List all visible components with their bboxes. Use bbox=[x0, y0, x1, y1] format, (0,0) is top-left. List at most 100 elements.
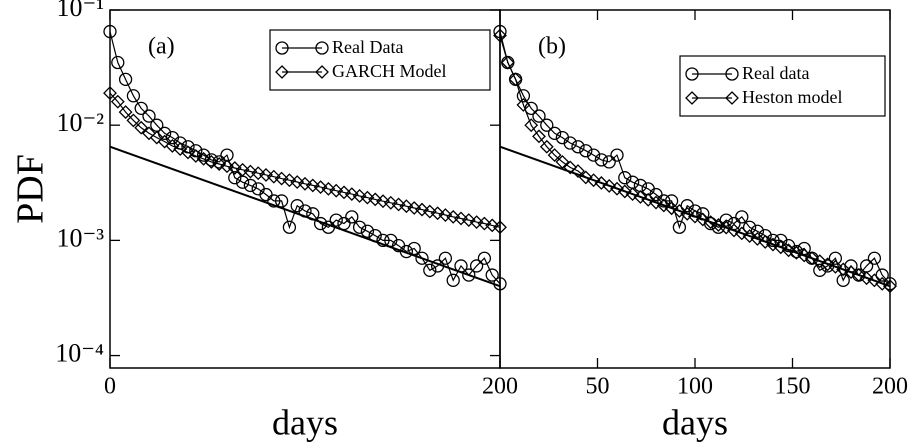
marker-diamond bbox=[103, 86, 117, 100]
marker-circle bbox=[134, 101, 148, 116]
marker-circle bbox=[228, 171, 242, 185]
marker-circle bbox=[196, 148, 211, 162]
marker-diamond bbox=[500, 55, 515, 70]
marker-circle bbox=[594, 153, 609, 167]
marker-diamond bbox=[563, 160, 578, 175]
marker-circle bbox=[563, 136, 577, 150]
marker-circle bbox=[672, 220, 687, 234]
marker-circle bbox=[836, 273, 850, 287]
marker-circle bbox=[477, 251, 492, 265]
x-axis-label: days bbox=[662, 402, 728, 442]
legend-box bbox=[679, 55, 886, 117]
marker-circle bbox=[376, 233, 390, 248]
marker-diamond bbox=[446, 209, 461, 224]
marker-diamond bbox=[477, 216, 492, 231]
legend-box bbox=[269, 29, 491, 91]
marker-diamond bbox=[204, 154, 219, 169]
marker-diamond bbox=[142, 126, 156, 141]
marker-circle bbox=[243, 178, 258, 193]
marker-diamond bbox=[305, 178, 320, 193]
marker-circle bbox=[469, 259, 484, 273]
marker-diamond bbox=[165, 139, 180, 153]
marker-circle bbox=[540, 118, 554, 132]
marker-diamond bbox=[321, 181, 336, 196]
marker-diamond bbox=[315, 65, 329, 79]
marker-circle bbox=[111, 55, 125, 70]
marker-diamond bbox=[508, 72, 523, 87]
marker-diamond bbox=[329, 183, 344, 198]
marker-circle bbox=[315, 41, 329, 55]
marker-circle bbox=[329, 213, 343, 227]
marker-diamond bbox=[134, 120, 149, 135]
fit-line bbox=[499, 145, 891, 288]
marker-circle bbox=[446, 273, 460, 287]
marker-diamond bbox=[430, 206, 445, 221]
marker-circle bbox=[282, 220, 297, 234]
marker-diamond bbox=[493, 28, 507, 43]
marker-diamond bbox=[376, 194, 390, 209]
marker-diamond bbox=[391, 197, 406, 212]
marker-diamond bbox=[181, 145, 195, 160]
marker-circle bbox=[725, 67, 739, 81]
marker-circle bbox=[867, 251, 882, 265]
marker-diamond bbox=[383, 195, 398, 210]
x-tick-label: 50 bbox=[586, 374, 610, 400]
marker-diamond bbox=[337, 185, 351, 200]
marker-diamond bbox=[188, 149, 203, 163]
marker-circle bbox=[118, 72, 133, 87]
marker-diamond bbox=[422, 204, 437, 219]
x-tick-label: 200 bbox=[482, 374, 518, 400]
marker-diamond bbox=[196, 151, 211, 166]
legend-label: Heston model bbox=[742, 87, 843, 107]
marker-diamond bbox=[368, 192, 383, 207]
marker-diamond bbox=[685, 91, 699, 105]
y-tick-label: 10⁻³ bbox=[56, 223, 104, 252]
series-line bbox=[109, 92, 501, 228]
x-tick-label: 100 bbox=[677, 374, 713, 400]
panel-label: (a) bbox=[148, 34, 175, 60]
marker-circle bbox=[103, 24, 117, 39]
marker-circle bbox=[462, 268, 476, 282]
marker-diamond bbox=[344, 187, 359, 202]
marker-diamond bbox=[725, 91, 739, 105]
marker-diamond bbox=[461, 213, 476, 228]
marker-circle bbox=[532, 109, 546, 123]
marker-circle bbox=[828, 251, 843, 265]
marker-diamond bbox=[259, 168, 273, 182]
marker-diamond bbox=[243, 164, 258, 179]
marker-diamond bbox=[212, 157, 227, 171]
marker-diamond bbox=[235, 162, 250, 177]
marker-diamond bbox=[571, 164, 585, 178]
marker-diamond bbox=[266, 169, 281, 184]
marker-diamond bbox=[149, 130, 164, 145]
marker-circle bbox=[766, 233, 780, 248]
marker-circle bbox=[274, 194, 289, 208]
marker-diamond bbox=[360, 190, 375, 205]
marker-diamond bbox=[469, 215, 484, 230]
marker-circle bbox=[742, 220, 757, 234]
marker-diamond bbox=[290, 175, 305, 189]
y-axis-label: PDF bbox=[10, 154, 52, 224]
marker-circle bbox=[142, 109, 156, 123]
marker-diamond bbox=[524, 118, 539, 133]
marker-circle bbox=[267, 194, 281, 208]
marker-circle bbox=[352, 220, 367, 234]
marker-circle bbox=[657, 194, 671, 208]
marker-circle bbox=[126, 89, 141, 103]
marker-diamond bbox=[415, 202, 429, 217]
marker-diamond bbox=[438, 208, 453, 222]
x-tick-label: 0 bbox=[104, 374, 116, 400]
marker-circle bbox=[345, 210, 359, 224]
marker-diamond bbox=[298, 176, 312, 191]
marker-circle bbox=[875, 268, 889, 282]
marker-diamond bbox=[547, 148, 562, 163]
marker-circle bbox=[571, 140, 585, 154]
marker-diamond bbox=[220, 159, 234, 174]
marker-diamond bbox=[126, 113, 141, 128]
marker-diamond bbox=[399, 199, 414, 214]
marker-diamond bbox=[539, 139, 554, 154]
marker-circle bbox=[438, 251, 453, 265]
marker-diamond bbox=[157, 134, 172, 149]
marker-circle bbox=[547, 126, 562, 140]
marker-diamond bbox=[407, 201, 422, 215]
